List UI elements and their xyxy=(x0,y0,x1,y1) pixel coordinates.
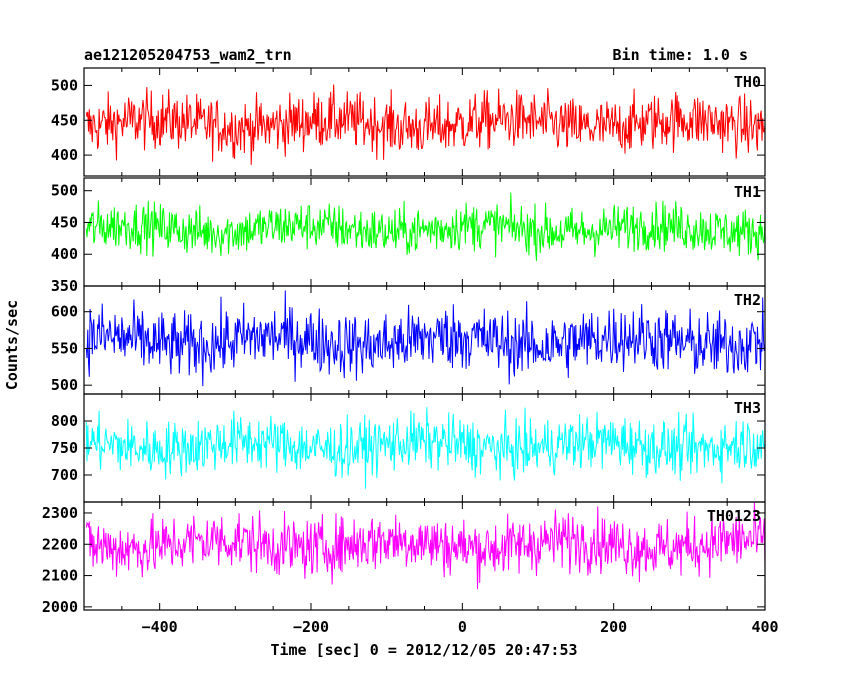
x-tick-label: 0 xyxy=(458,618,467,636)
chart-title-left: ae121205204753_wam2_trn xyxy=(84,46,292,64)
x-tick-label: 200 xyxy=(600,618,627,636)
panel-label-th1: TH1 xyxy=(734,183,761,201)
series-line-th0 xyxy=(85,84,766,165)
panel-th1: 350 400 450 500 TH1 xyxy=(51,177,766,295)
y-tick-label: 2100 xyxy=(42,567,78,585)
y-tick-label: 400 xyxy=(51,146,78,164)
x-tick-label: −400 xyxy=(142,618,178,636)
y-tick-label: 500 xyxy=(51,376,78,394)
series-line-th3 xyxy=(85,407,766,489)
y-tick-label: 500 xyxy=(51,76,78,94)
panel-frame-th0123 xyxy=(83,501,766,611)
y-tick-label: 400 xyxy=(51,245,78,263)
y-tick-label: 750 xyxy=(51,439,78,457)
y-tick-label: 2200 xyxy=(42,535,78,553)
series-line-th2 xyxy=(85,290,766,387)
x-axis-label: Time [sec] 0 = 2012/12/05 20:47:53 xyxy=(270,641,577,659)
panel-label-th2: TH2 xyxy=(734,291,761,309)
panel-th0: 400 450 500 TH0 xyxy=(51,67,766,177)
y-tick-label: 2300 xyxy=(42,504,78,522)
series-line-th1 xyxy=(85,192,766,261)
chart-title-right: Bin time: 1.0 s xyxy=(613,46,748,64)
panel-th3: 700 750 800 TH3 xyxy=(51,393,766,503)
y-tick-label: 2000 xyxy=(42,598,78,616)
y-tick-label: 450 xyxy=(51,213,78,231)
x-tick-label: 400 xyxy=(751,618,778,636)
panel-th2: 500 550 600 TH2 xyxy=(51,285,766,395)
y-tick-label: 350 xyxy=(51,277,78,295)
y-tick-label: 500 xyxy=(51,182,78,200)
panel-label-th0123: TH0123 xyxy=(707,507,761,525)
y-tick-label: 550 xyxy=(51,339,78,357)
y-axis-label: Counts/sec xyxy=(3,300,21,390)
series-line-th0123 xyxy=(85,501,766,590)
x-tick-label: −200 xyxy=(293,618,329,636)
panel-label-th3: TH3 xyxy=(734,399,761,417)
y-tick-label: 800 xyxy=(51,412,78,430)
panel-th0123: 2000 2100 2200 2300 TH0123 xyxy=(42,501,766,616)
y-tick-label: 600 xyxy=(51,303,78,321)
y-tick-label: 700 xyxy=(51,466,78,484)
panel-label-th0: TH0 xyxy=(734,73,761,91)
panels-group: 400 450 500 TH0 350 400 450 500 TH1 500 550 600 TH2 7… xyxy=(42,67,779,636)
y-tick-label: 450 xyxy=(51,111,78,129)
